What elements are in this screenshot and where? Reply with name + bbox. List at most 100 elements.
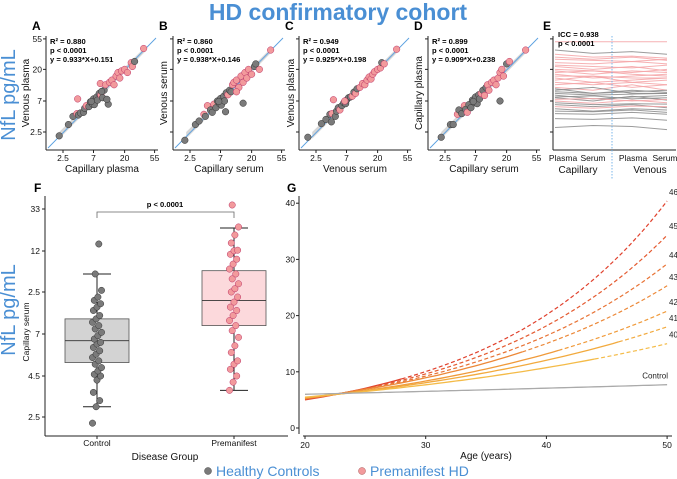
data-point xyxy=(248,70,256,78)
data-point xyxy=(227,349,235,356)
data-point xyxy=(232,270,240,278)
x-tick-label: Serum xyxy=(652,153,677,163)
y-tick-label: 4.5 xyxy=(28,371,40,381)
curve-42: 42 xyxy=(304,298,677,399)
subject-line xyxy=(554,98,668,102)
data-point xyxy=(55,132,63,140)
data-point xyxy=(449,121,457,129)
curve-label: 41 xyxy=(669,314,677,323)
data-point xyxy=(95,240,103,248)
stat-text: p < 0.0001 xyxy=(50,46,87,55)
x-tick-label: 55 xyxy=(277,153,287,163)
data-point xyxy=(96,347,104,355)
data-point xyxy=(235,223,242,231)
x-axis-title: Venous serum xyxy=(323,164,387,175)
x-axis-title: Disease Group xyxy=(132,452,199,463)
panel-label: B xyxy=(159,19,168,33)
data-point xyxy=(227,239,235,247)
data-point xyxy=(230,298,238,306)
data-point xyxy=(131,57,139,66)
x-tick-label: 55 xyxy=(150,153,160,163)
data-point xyxy=(98,286,105,294)
subject-line xyxy=(554,68,668,74)
x-axis-title: Age (years) xyxy=(460,451,512,462)
panel-c: C 2.5 7 20 55 Venous serum Venous plasma R² = 0… xyxy=(285,19,413,175)
data-point xyxy=(231,285,239,293)
panel-b: B 2.5 7 20 55 Capillary serum Venous serum R² =… xyxy=(159,19,287,175)
curve-dashed xyxy=(594,343,668,360)
subject-line xyxy=(554,89,668,94)
subject-line xyxy=(554,81,668,88)
y-tick-label: 2.5 xyxy=(28,287,40,297)
box-control xyxy=(64,240,130,427)
data-point xyxy=(226,303,234,311)
curve-43: 43 xyxy=(304,273,677,399)
data-point xyxy=(235,333,242,341)
data-point xyxy=(229,378,237,386)
stat-text: R² = 0.949 xyxy=(303,37,339,46)
panel-g: G 0 10 20 30 40 20 30 40 50 Age (years) 46 45 44 43 42 4… xyxy=(286,181,677,462)
data-point xyxy=(467,104,475,112)
data-point xyxy=(208,108,216,116)
data-point xyxy=(89,388,97,396)
subject-line xyxy=(554,105,668,109)
data-point xyxy=(89,419,96,427)
curve-dashed xyxy=(558,310,668,351)
y-tick-label: 0 xyxy=(290,423,295,433)
data-point xyxy=(228,327,236,335)
panel-label: G xyxy=(287,181,296,195)
y-tick-label: 2.5 xyxy=(28,412,40,422)
figure-title: HD confirmatory cohort xyxy=(209,0,467,25)
nfl-axis-label-top: NfL pg/mL xyxy=(0,49,20,141)
data-point xyxy=(98,364,105,372)
y-tick-label: 40 xyxy=(286,198,296,208)
data-point xyxy=(226,386,233,394)
y-tick-label: 55 xyxy=(33,34,43,44)
subject-line xyxy=(554,108,668,112)
curve-label: 46 xyxy=(669,188,677,197)
subject-line xyxy=(554,117,668,121)
curve-dashed xyxy=(522,285,668,353)
data-point xyxy=(226,365,234,373)
stat-text: ICC = 0.938 xyxy=(558,30,599,39)
stat-text: p < 0.0001 xyxy=(558,39,595,48)
data-point xyxy=(92,403,100,411)
panel-label: E xyxy=(543,19,551,33)
x-tick-label: Plasma xyxy=(619,153,648,163)
data-point xyxy=(98,87,106,96)
subject-line xyxy=(554,125,668,131)
data-point xyxy=(231,342,239,350)
y-tick-label: 7 xyxy=(37,96,42,106)
panel-label: D xyxy=(414,19,423,33)
data-point xyxy=(505,57,513,66)
panel-f: F 2.5 4.5 7 2.5 12 33 Capillary serum Control Pre… xyxy=(21,181,288,463)
data-point xyxy=(235,280,242,288)
curve-dashed xyxy=(377,263,668,388)
curve-label: 43 xyxy=(669,273,677,282)
x-tick-label: 20 xyxy=(120,153,130,163)
data-point xyxy=(437,133,445,141)
data-point xyxy=(74,95,82,103)
x-tick-label: Serum xyxy=(580,153,605,163)
y-axis-title: Capillary plasma xyxy=(414,56,425,130)
y-tick-label: 20 xyxy=(286,311,296,321)
curve-label: 45 xyxy=(669,222,677,231)
curve-label: 42 xyxy=(669,298,677,307)
data-point xyxy=(232,322,240,330)
y-tick-label: 2.5 xyxy=(30,127,42,137)
data-point xyxy=(255,65,263,73)
subject-line xyxy=(554,56,668,61)
x-tick-label: 2.5 xyxy=(184,153,196,163)
panel-label: A xyxy=(32,19,41,33)
data-point xyxy=(485,86,493,94)
data-point xyxy=(304,133,312,141)
data-point xyxy=(95,322,103,330)
subject-line xyxy=(554,58,668,62)
y-axis-title: Capillary serum xyxy=(21,302,31,361)
data-point xyxy=(140,44,148,53)
data-point xyxy=(499,72,508,80)
curve-dashed xyxy=(618,326,668,343)
subject-line xyxy=(554,102,668,106)
subject-line xyxy=(554,99,668,104)
